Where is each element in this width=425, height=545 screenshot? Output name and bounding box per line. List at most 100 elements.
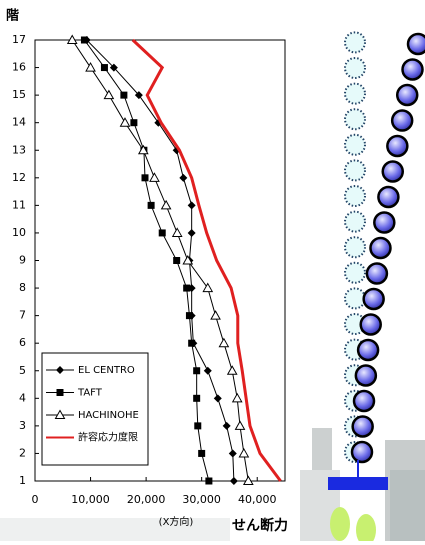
y-tick-label: 11: [12, 198, 26, 211]
marker: [159, 229, 166, 236]
marker: [198, 450, 205, 457]
ball: [352, 442, 372, 462]
marker: [228, 366, 237, 374]
y-axis-label: 階: [6, 8, 19, 24]
caption: せん断力: [232, 517, 288, 534]
dotted-ball: [345, 109, 365, 129]
dotted-ball: [345, 186, 365, 206]
marker: [121, 118, 130, 126]
y-tick-label: 9: [19, 254, 26, 267]
dotted-ball: [345, 212, 365, 232]
y-tick-label: 10: [12, 226, 26, 239]
marker: [188, 340, 195, 347]
legend-label: 許容応力度限: [78, 431, 138, 444]
y-tick-label: 2: [19, 446, 26, 459]
dotted-ball: [345, 135, 365, 155]
series-line: [133, 40, 281, 481]
marker: [179, 174, 187, 182]
ball: [392, 111, 412, 131]
marker: [81, 37, 88, 44]
marker: [239, 449, 248, 457]
legend-label: EL CENTRO: [78, 365, 135, 376]
x-axis-label: (X方向): [159, 515, 194, 528]
ball: [361, 315, 381, 335]
x-tick-label: 10,000: [71, 493, 110, 506]
marker: [186, 312, 193, 319]
marker: [233, 394, 242, 402]
x-tick-label: 40,000: [238, 493, 277, 506]
ball: [367, 264, 387, 284]
y-tick-label: 16: [12, 61, 26, 74]
tree: [330, 507, 350, 541]
dotted-ball: [345, 263, 365, 283]
marker: [230, 477, 238, 485]
y-tick-label: 12: [12, 171, 26, 184]
marker: [150, 173, 159, 181]
y-tick-label: 17: [12, 33, 26, 46]
ball: [374, 213, 394, 233]
y-tick-label: 4: [19, 391, 26, 404]
marker: [211, 311, 220, 319]
dotted-ball: [345, 237, 365, 257]
ball: [356, 366, 376, 386]
y-tick-label: 8: [19, 281, 26, 294]
ball: [383, 162, 403, 182]
marker: [214, 394, 222, 402]
tree: [356, 514, 376, 541]
marker: [130, 119, 137, 126]
y-tick-label: 5: [19, 364, 26, 377]
ball: [408, 34, 425, 54]
marker: [173, 257, 180, 264]
chart: 階 (X方向) せん断力 123456789101112131415161701…: [0, 0, 425, 541]
dotted-ball: [345, 32, 365, 52]
marker: [104, 91, 113, 99]
y-tick-label: 13: [12, 143, 26, 156]
dotted-ball: [345, 288, 365, 308]
marker: [183, 285, 190, 292]
y-tick-label: 3: [19, 419, 26, 432]
y-tick-label: 7: [19, 309, 26, 322]
ball: [364, 289, 384, 309]
dotted-ball: [345, 58, 365, 78]
page: {"chart_data": {"type": "line", "y_axis_…: [0, 0, 425, 541]
ball: [378, 187, 398, 207]
base: [328, 477, 388, 490]
marker: [204, 367, 212, 375]
marker: [86, 63, 95, 71]
marker: [229, 449, 237, 457]
marker: [148, 202, 155, 209]
marker: [188, 201, 196, 209]
y-tick-label: 14: [12, 116, 26, 129]
x-tick-label: 30,000: [182, 493, 221, 506]
marker: [223, 422, 231, 430]
ball: [353, 417, 373, 437]
x-tick-label: 20,000: [127, 493, 166, 506]
ball: [403, 60, 423, 80]
dotted-ball: [345, 160, 365, 180]
building: [390, 470, 425, 541]
ball: [354, 391, 374, 411]
marker: [203, 284, 212, 292]
marker: [236, 421, 245, 429]
marker: [193, 395, 200, 402]
marker: [173, 228, 182, 236]
marker: [142, 174, 149, 181]
dotted-ball: [345, 84, 365, 104]
marker: [205, 478, 212, 485]
marker: [194, 422, 201, 429]
y-tick-label: 15: [12, 88, 26, 101]
marker: [101, 64, 108, 71]
ground: [0, 518, 230, 541]
marker: [219, 339, 228, 347]
legend-marker: [57, 389, 64, 396]
marker: [188, 229, 196, 237]
y-tick-label: 6: [19, 336, 26, 349]
marker: [193, 367, 200, 374]
legend-label: TAFT: [77, 388, 103, 399]
ball: [387, 136, 407, 156]
ball: [358, 340, 378, 360]
x-tick-label: 0: [32, 493, 39, 506]
marker: [120, 92, 127, 99]
ball: [397, 85, 417, 105]
marker: [162, 201, 171, 209]
